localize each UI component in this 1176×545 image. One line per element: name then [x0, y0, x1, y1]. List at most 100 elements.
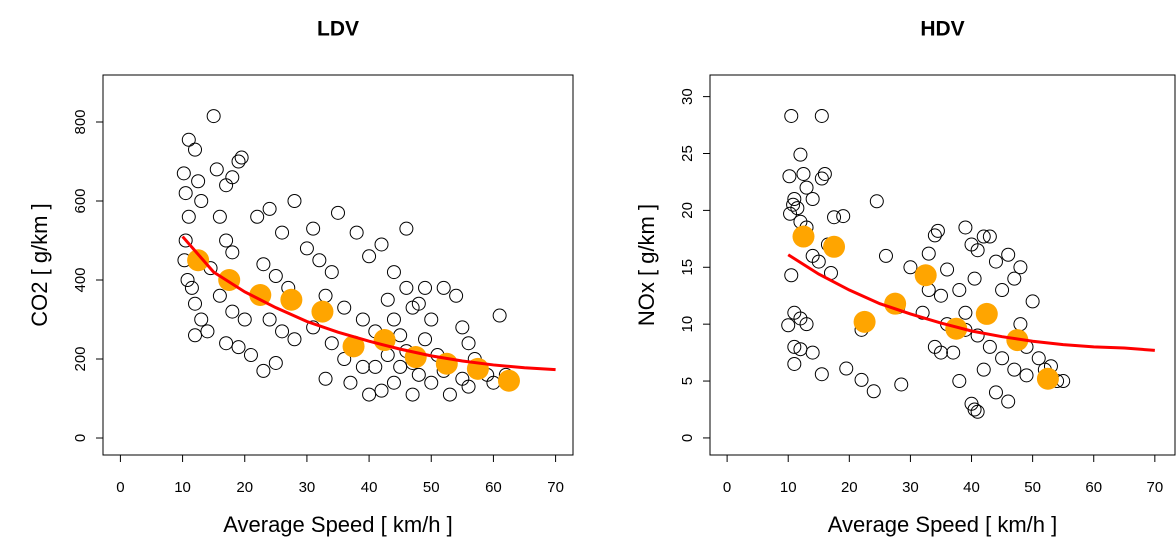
chart-title: LDV: [317, 18, 359, 41]
data-point: [331, 205, 345, 220]
data-point: [970, 328, 985, 343]
data-point: [178, 186, 193, 201]
data-point: [231, 340, 246, 355]
x-tick-label: 50: [1024, 479, 1041, 496]
data-point: [386, 375, 401, 390]
data-point: [449, 288, 464, 303]
data-point: [442, 387, 457, 402]
data-point: [894, 377, 909, 392]
data-point: [184, 280, 199, 295]
mean-point: [497, 369, 520, 392]
y-axis-label: CO2 [ g/km ]: [27, 203, 52, 326]
data-point: [374, 383, 389, 398]
x-tick-label: 70: [547, 479, 564, 496]
data-point: [299, 241, 314, 256]
data-point: [362, 249, 377, 264]
data-point: [268, 269, 283, 284]
data-point: [814, 367, 829, 382]
data-point: [256, 363, 271, 378]
data-point: [176, 166, 191, 181]
data-point: [793, 147, 808, 162]
data-point: [988, 254, 1003, 269]
data-point: [930, 223, 945, 238]
data-point: [784, 108, 799, 123]
data-point: [243, 348, 258, 363]
data-point: [194, 312, 209, 327]
data-point: [418, 280, 433, 295]
data-point: [405, 387, 420, 402]
data-point: [231, 154, 246, 169]
data-point: [424, 375, 439, 390]
data-point: [424, 312, 439, 327]
data-point: [781, 318, 796, 333]
data-point: [181, 132, 196, 147]
data-point: [188, 296, 203, 311]
data-point: [1013, 317, 1028, 332]
data-point: [814, 171, 829, 186]
data-point: [915, 305, 930, 320]
data-point: [368, 359, 383, 374]
data-point: [206, 109, 221, 124]
data-point: [287, 332, 302, 347]
x-tick-label: 10: [174, 479, 191, 496]
data-point: [200, 324, 215, 339]
data-point: [796, 166, 811, 181]
data-point: [982, 229, 997, 244]
data-point: [1001, 394, 1016, 409]
data-point: [933, 345, 948, 360]
y-tick-label: 200: [72, 346, 89, 371]
panel: LDV Average Speed [ km/h ] CO2 [ g/km ] 0 10…: [27, 18, 574, 537]
data-point: [188, 142, 203, 157]
data-point: [982, 339, 997, 354]
plot-area: [781, 108, 1155, 419]
data-point: [386, 265, 401, 280]
x-axis-label: Average Speed [ km/h ]: [828, 512, 1058, 537]
chart-title: HDV: [920, 18, 964, 41]
mean-point: [311, 300, 334, 323]
y-tick-label: 0: [679, 434, 696, 442]
x-tick-label: 0: [723, 479, 731, 496]
x-tick-label: 20: [841, 479, 858, 496]
data-point: [787, 192, 802, 207]
plot-area: [176, 109, 556, 402]
data-point: [418, 332, 433, 347]
data-point: [461, 379, 476, 394]
data-point: [275, 225, 290, 240]
data-point: [380, 292, 395, 307]
data-point: [976, 362, 991, 377]
fit-line: [181, 235, 556, 372]
data-point: [967, 402, 982, 417]
data-point: [946, 345, 961, 360]
data-point: [805, 345, 820, 360]
data-point: [181, 209, 196, 224]
y-tick-label: 800: [72, 109, 89, 134]
mean-point: [280, 288, 303, 311]
mean-point: [914, 264, 937, 287]
data-point: [995, 351, 1010, 366]
data-point: [486, 375, 501, 390]
x-tick-label: 20: [236, 479, 253, 496]
plot-box: [709, 74, 1176, 456]
data-point: [782, 169, 797, 184]
data-point: [461, 336, 476, 351]
data-point: [225, 304, 240, 319]
data-point: [436, 280, 451, 295]
x-tick-label: 30: [902, 479, 919, 496]
data-point: [287, 194, 302, 209]
data-point: [814, 108, 829, 123]
data-point: [1019, 368, 1034, 383]
data-point: [790, 201, 805, 216]
data-point: [976, 229, 991, 244]
data-point: [878, 248, 893, 263]
data-point: [1001, 247, 1016, 262]
data-point: [455, 320, 470, 335]
data-point: [783, 206, 798, 221]
data-point: [927, 228, 942, 243]
data-point: [180, 273, 195, 288]
data-point: [1025, 294, 1040, 309]
mean-point: [945, 317, 968, 340]
data-point: [1007, 362, 1022, 377]
mean-point: [1036, 367, 1059, 390]
mean-point: [342, 335, 365, 358]
